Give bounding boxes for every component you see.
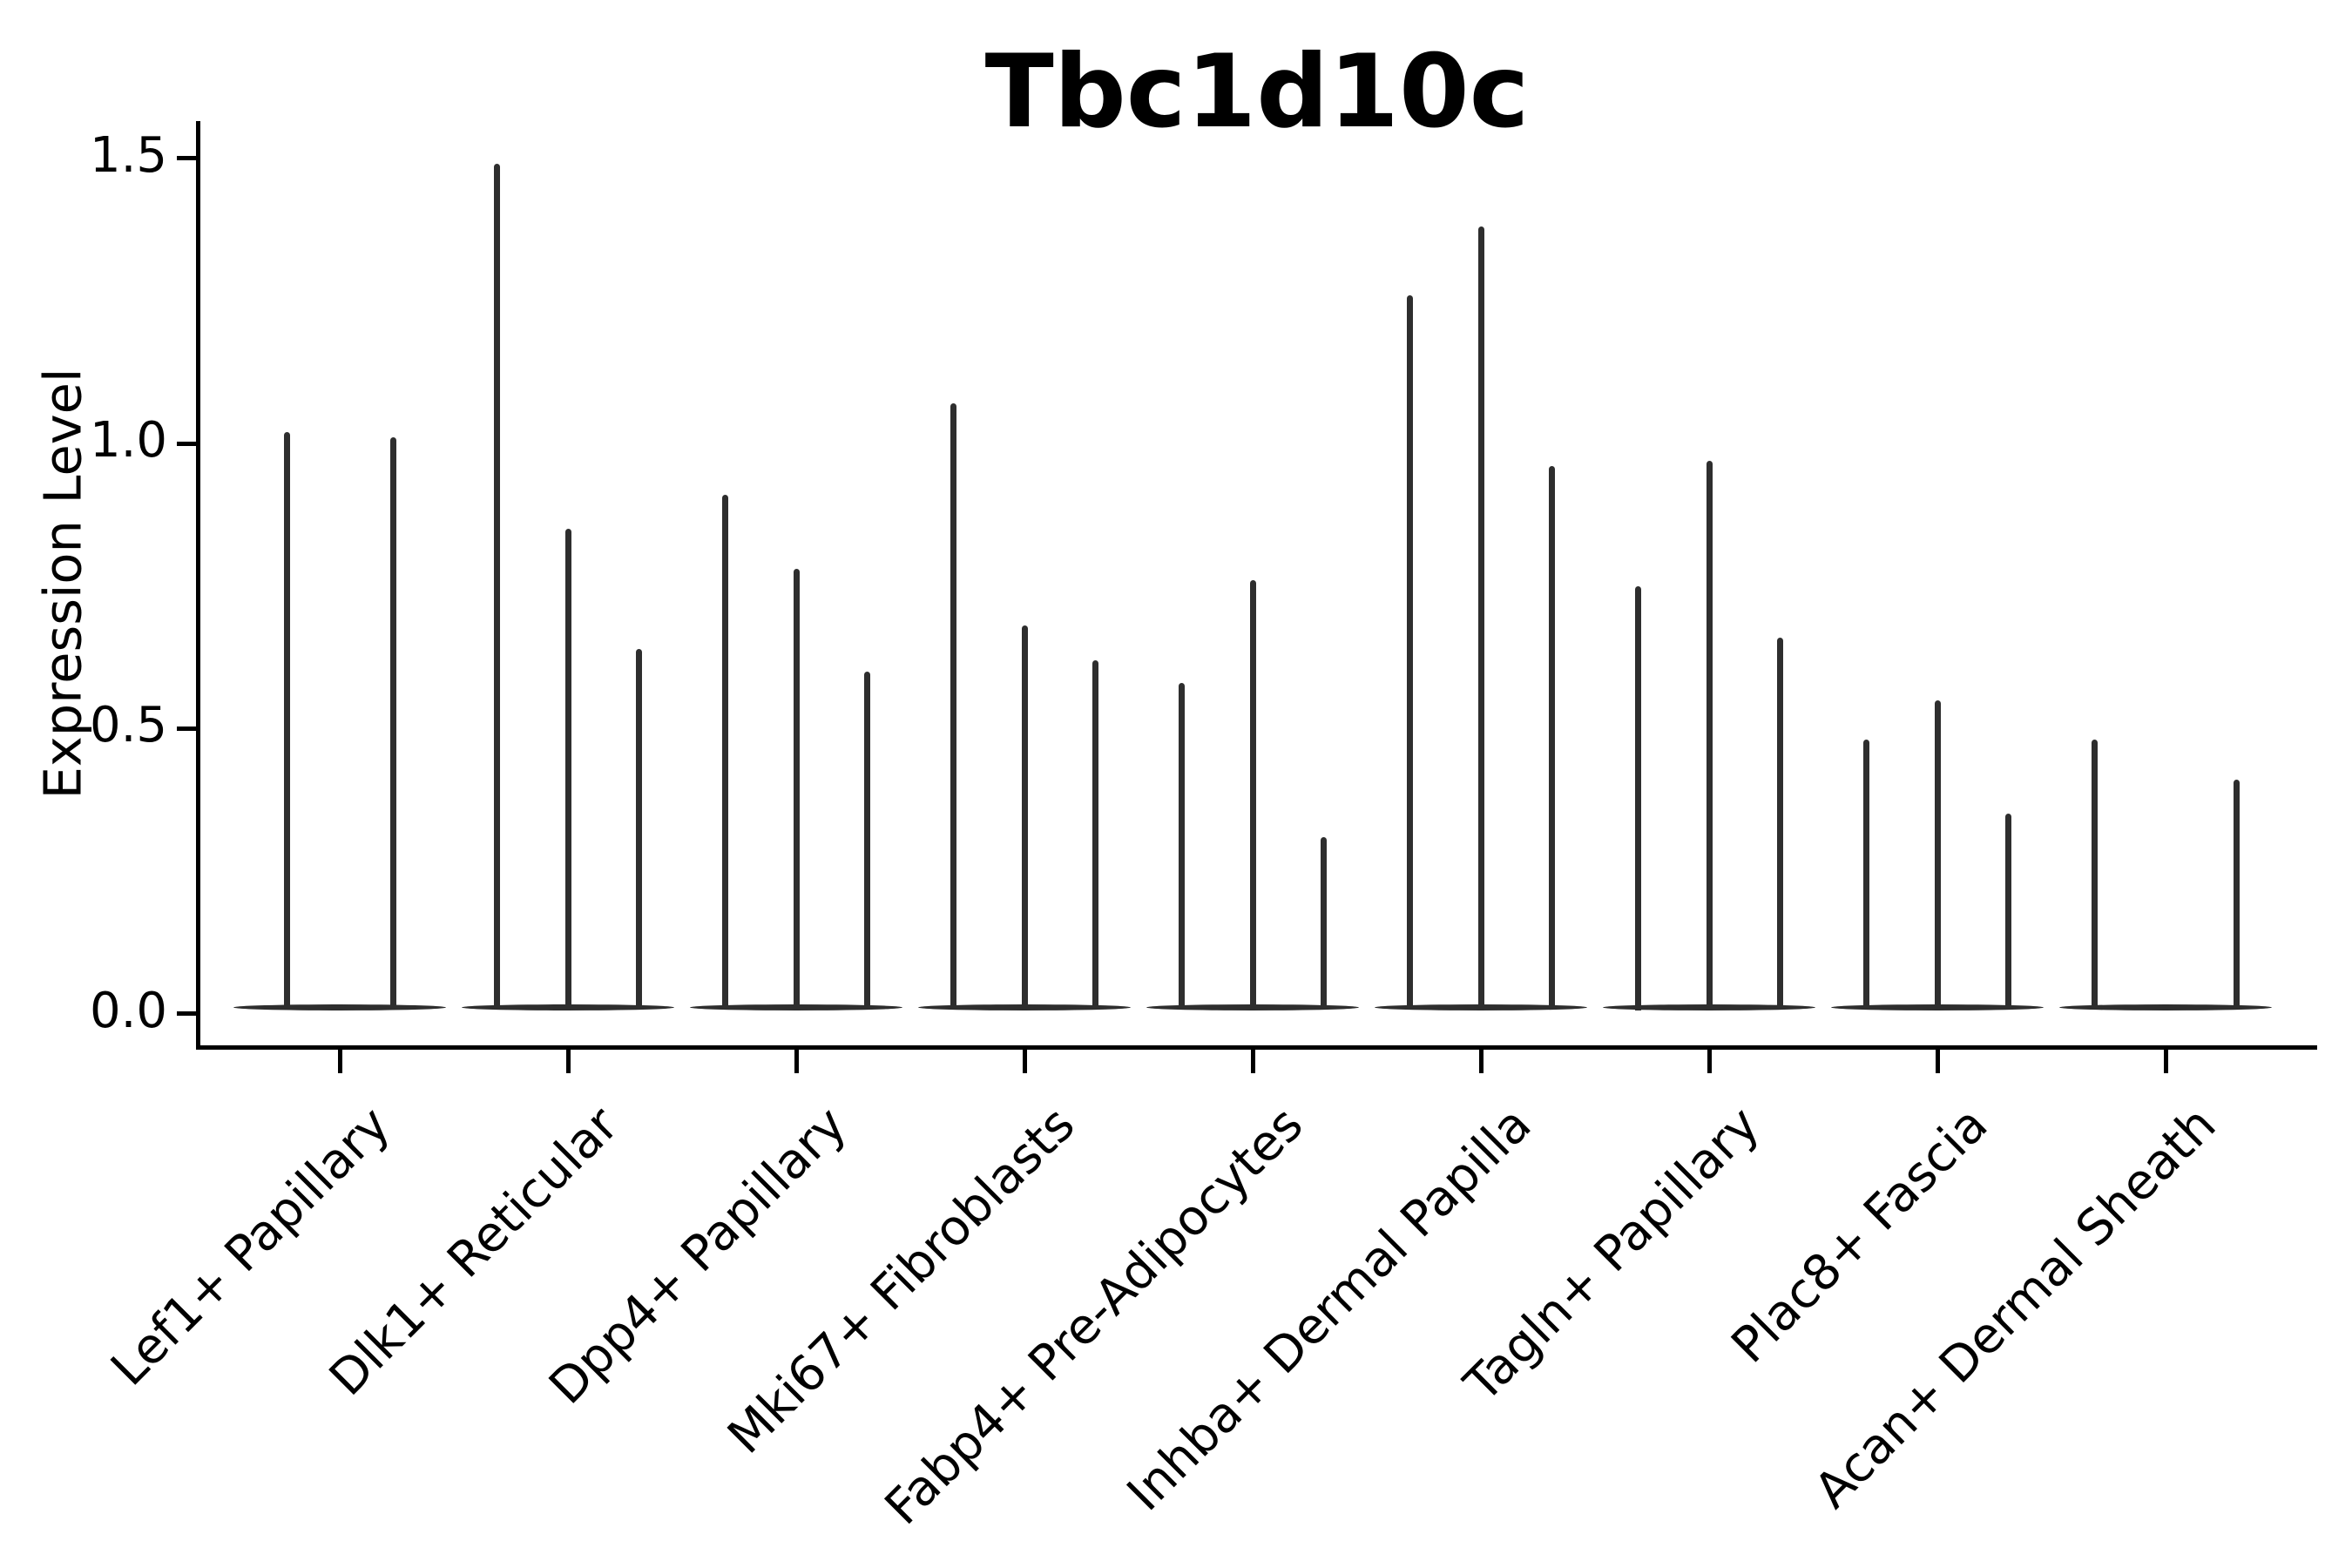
violin-spike [1776,637,1783,1010]
y-tick-label: 1.0 [89,412,167,469]
y-tick-mark [177,156,198,161]
y-tick-mark [177,441,198,446]
y-tick-mark [177,1011,198,1016]
y-tick-mark [177,726,198,731]
x-axis-line [196,1045,2317,1050]
violin-spike [564,529,571,1010]
violin-spike [389,437,396,1010]
violin-spike [793,568,800,1010]
violin-spike [1706,460,1713,1010]
violin-spike [1548,466,1555,1010]
violin-spike [2004,814,2011,1010]
violin-spike [1863,740,1870,1010]
violin-spike [1092,659,1098,1010]
violin-spike [1635,585,1642,1010]
violin-spike [1320,836,1327,1010]
violin-spike [1934,700,1941,1010]
violin-spike [950,403,957,1010]
y-tick-label: 0.0 [89,982,167,1039]
violin-spike [1179,682,1186,1010]
violin-spike [2092,740,2099,1010]
violin-spike [722,494,729,1010]
violin-spike [1249,580,1256,1010]
y-tick-label: 1.5 [89,126,167,184]
x-tick-label: Fabp4+ Pre-Adipocytes [874,1096,1315,1537]
violin-spike [283,431,290,1010]
violin-spike [494,164,501,1010]
y-tick-label: 0.5 [89,697,167,754]
x-tick-mark [1250,1047,1255,1073]
violin-base [2059,1004,2272,1010]
x-tick-mark [1478,1047,1484,1073]
y-axis-line [196,121,200,1050]
x-tick-label: Inhba+ Dermal Papilla [1116,1096,1543,1523]
x-tick-mark [1935,1047,1940,1073]
x-tick-mark [1022,1047,1027,1073]
x-tick-mark [794,1047,799,1073]
violin-spike [1021,625,1028,1010]
x-tick-mark [2163,1047,2168,1073]
violin-base [233,1004,446,1010]
x-tick-mark [1707,1047,1712,1073]
violin-spike [1407,294,1414,1010]
violin-spike [863,671,870,1010]
violin-spike [635,648,642,1010]
violin-spike [1477,226,1484,1010]
x-tick-mark [337,1047,342,1073]
x-tick-label: Acan+ Dermal Sheath [1803,1096,2227,1520]
violin-spike [2233,780,2240,1010]
chart-title: Tbc1d10c [984,33,1530,151]
x-tick-mark [565,1047,571,1073]
